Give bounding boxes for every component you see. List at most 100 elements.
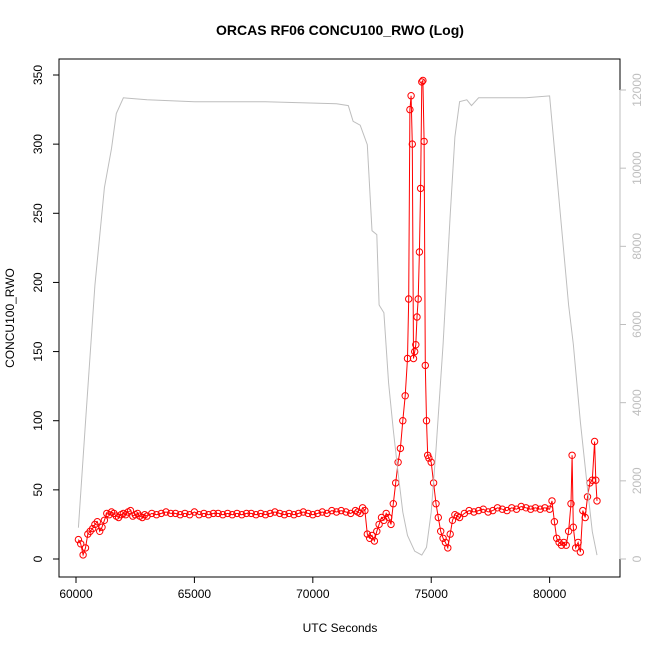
data-point xyxy=(517,502,525,511)
data-point xyxy=(176,511,184,519)
data-point xyxy=(536,505,544,513)
y-tick-label: 50 xyxy=(31,483,45,497)
data-point xyxy=(304,509,312,518)
data-point xyxy=(413,313,421,321)
data-point xyxy=(427,458,435,466)
x-tick-label: 70000 xyxy=(296,587,330,601)
plot-frame xyxy=(58,58,621,578)
data-point xyxy=(545,505,554,513)
data-point xyxy=(567,500,575,508)
data-point xyxy=(588,476,596,484)
y2-tick-label: 12000 xyxy=(630,73,644,107)
data-point xyxy=(299,508,307,516)
data-point xyxy=(434,513,442,522)
data-point xyxy=(406,105,414,114)
data-point xyxy=(583,493,592,501)
data-point xyxy=(474,506,483,515)
data-point xyxy=(574,538,582,547)
x-tick-label: 80000 xyxy=(533,587,567,601)
data-point xyxy=(548,497,556,505)
y-tick-label: 300 xyxy=(31,134,45,154)
y-axis-label: CONCU100_RWO xyxy=(3,268,17,368)
data-point xyxy=(421,361,429,370)
data-point xyxy=(242,509,251,518)
data-point xyxy=(420,137,428,146)
y-axis-left: 0 50 100 150 200 250 300 350 xyxy=(31,65,60,562)
data-point xyxy=(285,509,293,518)
data-point xyxy=(579,506,587,515)
data-point xyxy=(522,504,530,512)
data-point xyxy=(394,458,402,466)
data-point xyxy=(93,518,102,526)
data-point xyxy=(465,506,473,515)
y2-tick-label: 6000 xyxy=(630,311,644,338)
data-point xyxy=(370,537,379,545)
y-tick-label: 100 xyxy=(31,410,45,430)
x-tick-label: 60000 xyxy=(59,587,93,601)
data-point xyxy=(422,417,431,425)
data-point xyxy=(200,509,208,518)
data-point xyxy=(470,508,478,516)
data-point xyxy=(531,504,540,512)
series-line-altitude xyxy=(77,95,598,556)
data-point xyxy=(411,347,419,356)
data-point xyxy=(419,76,427,85)
data-point xyxy=(77,540,85,548)
data-point xyxy=(408,140,416,148)
data-point xyxy=(382,509,390,518)
data-point xyxy=(562,541,570,549)
data-point xyxy=(425,454,433,462)
data-point xyxy=(576,548,585,556)
data-point xyxy=(214,509,222,518)
data-point xyxy=(405,295,413,303)
data-point xyxy=(553,534,561,542)
data-point xyxy=(444,544,452,552)
data-point xyxy=(375,520,383,529)
data-point xyxy=(162,508,170,516)
data-point xyxy=(252,511,260,519)
data-point xyxy=(100,516,109,524)
data-point xyxy=(550,518,559,526)
data-point xyxy=(412,341,420,349)
data-point xyxy=(171,509,180,518)
y-tick-label: 0 xyxy=(31,555,45,562)
x-tick-label: 75000 xyxy=(415,587,449,601)
data-point xyxy=(195,511,203,519)
data-point xyxy=(223,509,232,518)
data-point xyxy=(280,511,289,519)
data-point xyxy=(204,511,213,519)
data-point xyxy=(228,511,237,519)
data-point xyxy=(389,500,397,508)
data-point xyxy=(407,92,415,100)
data-point xyxy=(318,508,326,516)
data-point xyxy=(219,511,227,519)
data-point xyxy=(257,509,265,518)
data-point xyxy=(396,444,405,453)
chart-title: ORCAS RF06 CONCU100_RWO (Log) xyxy=(216,22,464,38)
data-point xyxy=(387,520,395,529)
data-point xyxy=(593,497,601,505)
data-point xyxy=(332,508,341,516)
y2-tick-label: 10000 xyxy=(630,151,644,185)
data-point xyxy=(238,511,246,519)
data-point xyxy=(96,527,104,535)
data-point xyxy=(409,354,418,363)
data-point xyxy=(309,511,317,519)
data-point xyxy=(152,511,161,519)
data-point xyxy=(484,508,492,516)
data-point xyxy=(455,513,464,522)
y2-tick-label: 0 xyxy=(630,555,644,562)
data-point xyxy=(384,513,393,522)
data-point xyxy=(399,417,407,425)
data-point xyxy=(313,509,322,518)
data-point xyxy=(148,509,156,518)
data-point xyxy=(415,248,424,256)
data-point xyxy=(432,500,440,508)
data-point xyxy=(98,523,106,531)
y-tick-label: 250 xyxy=(31,203,45,223)
data-point xyxy=(373,527,381,535)
data-point xyxy=(581,513,589,522)
data-point xyxy=(361,506,369,515)
